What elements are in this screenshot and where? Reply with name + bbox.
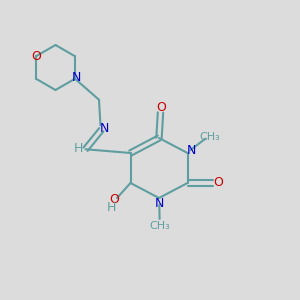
Text: N: N: [100, 122, 109, 135]
Text: H: H: [107, 201, 117, 214]
Text: N: N: [155, 197, 165, 210]
Text: O: O: [31, 50, 41, 63]
Text: H: H: [73, 142, 83, 155]
Text: O: O: [109, 193, 119, 206]
Text: N: N: [186, 143, 196, 157]
Text: CH₃: CH₃: [150, 220, 171, 231]
Text: O: O: [214, 176, 223, 190]
Text: CH₃: CH₃: [200, 132, 220, 142]
Text: N: N: [72, 71, 81, 84]
Text: O: O: [157, 100, 166, 114]
